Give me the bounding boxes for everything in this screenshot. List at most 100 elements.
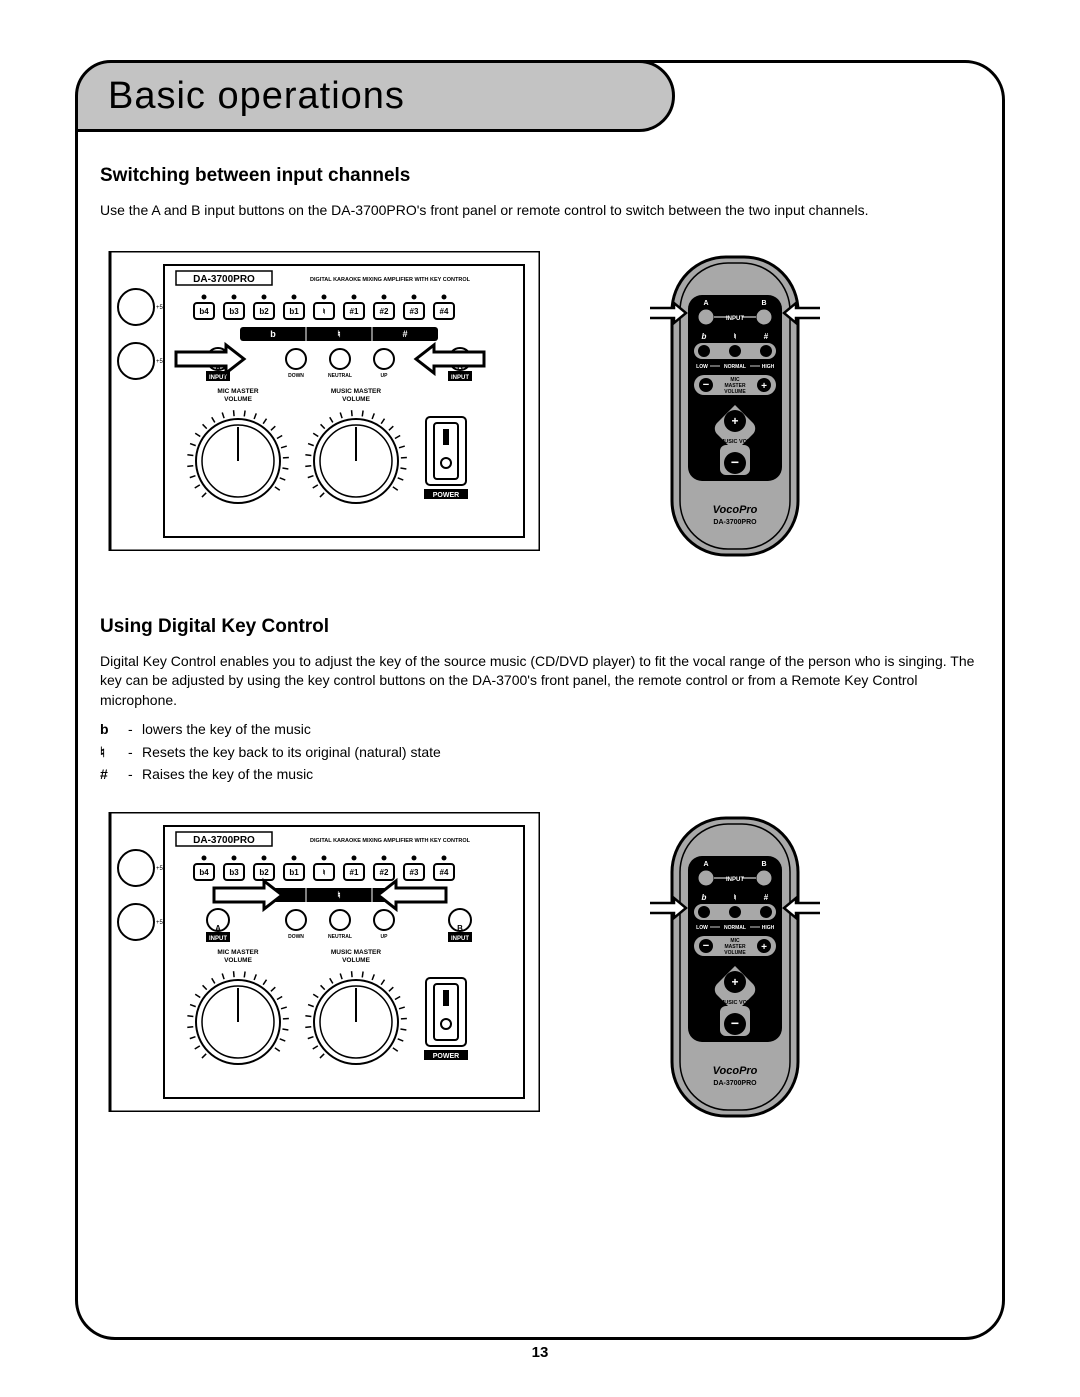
remote-b-label: B [761, 300, 766, 307]
key-button-label: #3 [410, 307, 419, 316]
key-led [292, 855, 297, 860]
volume-label: VOLUME [224, 396, 252, 403]
key-button-label: #4 [440, 307, 449, 316]
legend-dash: - [128, 741, 142, 763]
plus5-label: +5 [156, 359, 164, 365]
remote-natural-button [729, 345, 741, 357]
keybar-label: ♮ [337, 329, 340, 339]
key-button-label: #2 [380, 868, 389, 877]
key-legend: b - lowers the key of the music ♮ - Rese… [100, 718, 980, 785]
remote-brand: VocoPro [713, 1065, 758, 1077]
up-label: UP [381, 934, 389, 940]
remote-normal-label: NORMAL [724, 364, 746, 370]
section2-text: Digital Key Control enables you to adjus… [100, 652, 980, 711]
legend-dash: - [128, 763, 142, 785]
model-label: DA-3700PRO [193, 274, 255, 285]
remote-sharp-button [760, 345, 772, 357]
model-subtitle: DIGITAL KARAOKE MIXING AMPLIFIER WITH KE… [310, 277, 471, 283]
mic-master-label: MIC MASTER [217, 949, 258, 956]
key-led [352, 855, 357, 860]
section2-heading: Using Digital Key Control [100, 616, 980, 638]
neutral-button [330, 349, 350, 369]
up-label: UP [381, 373, 389, 379]
front-panel-diagram: +5 +5 DA-3700PRO DIGITAL KARAOKE MIXING … [100, 812, 540, 1112]
volume-label: VOLUME [224, 957, 252, 964]
title-tab: Basic operations [75, 60, 675, 132]
remote-sharp-label: # [764, 332, 769, 341]
key-button-label: ♮ [323, 868, 326, 877]
key-button-label: b2 [259, 868, 269, 877]
key-led [382, 855, 387, 860]
page-number: 13 [0, 1344, 1080, 1361]
remote-a-label: A [703, 300, 708, 307]
music-master-label: MUSIC MASTER [331, 388, 382, 395]
neutral-label: NEUTRAL [328, 934, 352, 940]
key-led [292, 294, 297, 299]
remote-a-button [698, 870, 714, 886]
down-label: DOWN [288, 373, 304, 379]
power-label: POWER [433, 492, 459, 499]
key-led [352, 294, 357, 299]
legend-desc: Resets the key back to its original (nat… [142, 741, 441, 763]
key-led [322, 294, 327, 299]
panel-figure-2: +5 +5 DA-3700PRO DIGITAL KARAOKE MIXING … [100, 812, 540, 1117]
mic-master-label: MIC MASTER [217, 388, 258, 395]
key-button-label: b2 [259, 307, 269, 316]
input-label: INPUT [451, 375, 469, 381]
key-button-label: #1 [350, 868, 359, 877]
legend-row: ♮ - Resets the key back to its original … [100, 741, 980, 763]
key-led [202, 855, 207, 860]
remote-sharp-label: # [764, 893, 769, 902]
page-title: Basic operations [108, 75, 405, 118]
power-on-icon [443, 990, 449, 1006]
remote-low-label: LOW [696, 364, 708, 370]
legend-dash: - [128, 718, 142, 740]
key-button-label: #1 [350, 307, 359, 316]
down-button [286, 910, 306, 930]
remote-model: DA-3700PRO [713, 519, 757, 526]
input-label: INPUT [209, 936, 227, 942]
key-button-label: #3 [410, 868, 419, 877]
plus-icon: + [731, 414, 738, 428]
plus-icon: + [761, 942, 767, 953]
legend-symbol: ♮ [100, 741, 128, 763]
legend-desc: Raises the key of the music [142, 763, 313, 785]
content-area: Switching between input channels Use the… [100, 165, 980, 1177]
key-button-label: b3 [229, 307, 239, 316]
remote-flat-label: b [702, 893, 707, 902]
remote-a-label: A [703, 861, 708, 868]
remote-musicvol-label: MUSIC VOL [720, 439, 751, 445]
key-led [322, 855, 327, 860]
key-button-label: b4 [199, 868, 209, 877]
keybar-label: # [402, 329, 407, 339]
plus5-label: +5 [156, 920, 164, 926]
remote-brand: VocoPro [713, 504, 758, 516]
remote-normal-label: NORMAL [724, 925, 746, 931]
key-led [412, 294, 417, 299]
remote-sharp-button [760, 906, 772, 918]
section1-text: Use the A and B input buttons on the DA-… [100, 201, 980, 221]
remote-figure-2: A B INPUT b ♮ # LOW NORMAL HIGH − + MIC … [650, 812, 820, 1127]
key-button-label: b4 [199, 307, 209, 316]
key-led [262, 855, 267, 860]
remote-diagram: A B INPUT b ♮ # LOW NORMAL HIGH − + MIC … [650, 251, 820, 561]
section2-figures: +5 +5 DA-3700PRO DIGITAL KARAOKE MIXING … [100, 812, 980, 1127]
remote-model: DA-3700PRO [713, 1080, 757, 1087]
down-button [286, 349, 306, 369]
down-label: DOWN [288, 934, 304, 940]
remote-flat-button [698, 345, 710, 357]
side-jack [118, 904, 154, 940]
remote-volume-label: VOLUME [724, 389, 746, 395]
power-label: POWER [433, 1053, 459, 1060]
up-button [374, 349, 394, 369]
remote-a-button [698, 309, 714, 325]
legend-symbol: b [100, 718, 128, 740]
front-panel-diagram: +5 +5 DA-3700PRO DIGITAL KARAOKE MIXING … [100, 251, 540, 551]
legend-symbol: # [100, 763, 128, 785]
legend-desc: lowers the key of the music [142, 718, 311, 740]
key-button-label: b1 [289, 868, 299, 877]
minus-icon: − [731, 454, 739, 470]
section1-figures: +5 +5 DA-3700PRO DIGITAL KARAOKE MIXING … [100, 251, 980, 566]
remote-musicvol-label: MUSIC VOL [720, 1000, 751, 1006]
remote-volume-label: VOLUME [724, 950, 746, 956]
